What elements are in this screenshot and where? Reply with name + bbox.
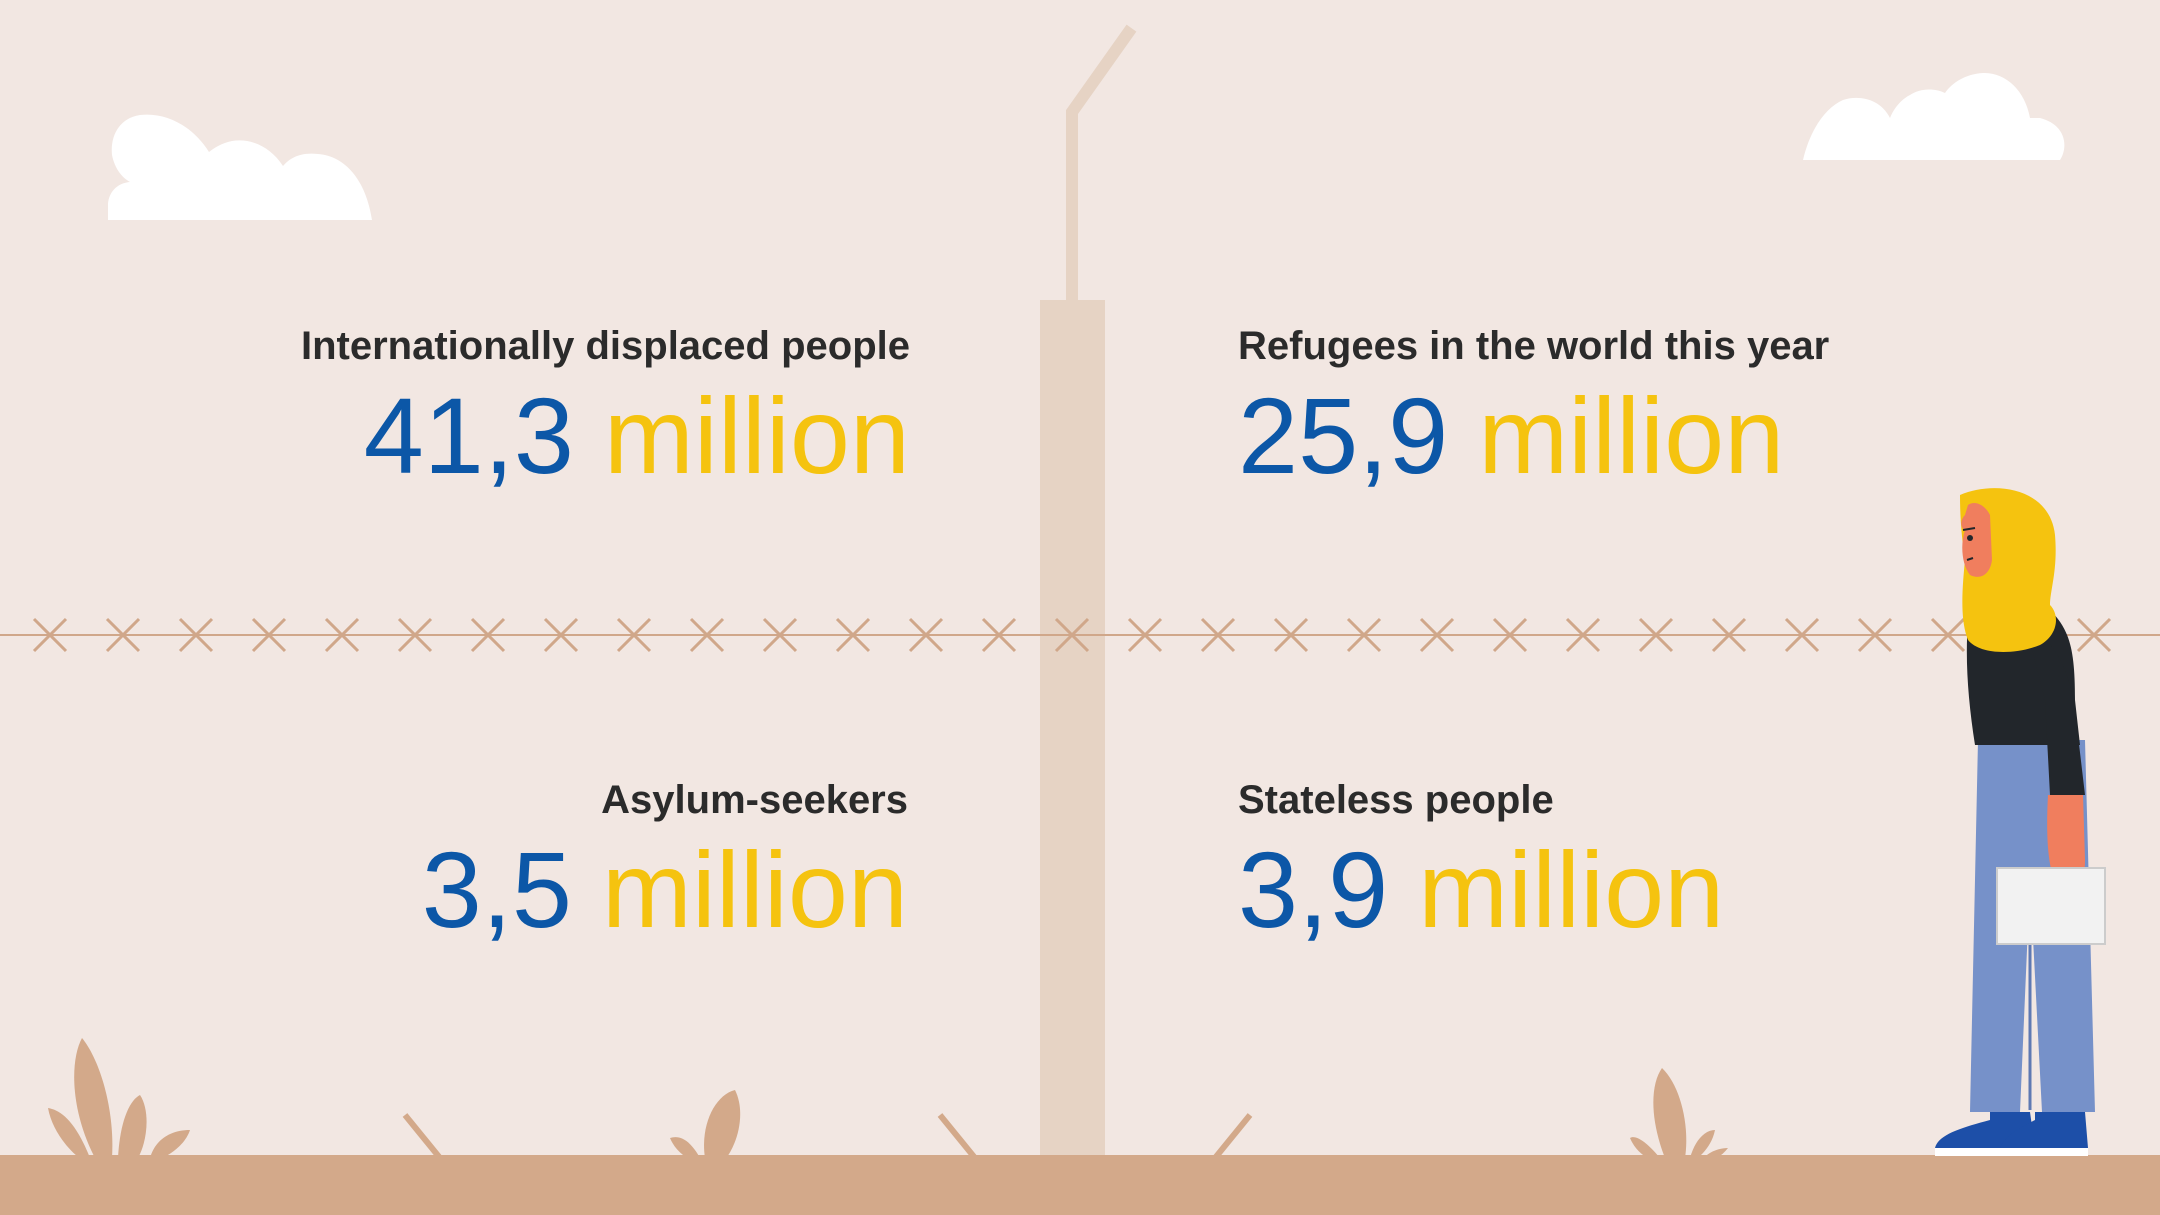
stat-asylum-seekers: Asylum-seekers 3,5 million: [422, 776, 908, 948]
stat-unit: million: [601, 829, 908, 950]
stat-number: 41,3: [363, 375, 574, 496]
cloud-icon: [1803, 72, 2065, 160]
barbed-wire-icon: [0, 617, 2160, 653]
refugee-woman-figure: [1935, 488, 2106, 1156]
wire-barb: [1200, 617, 1236, 653]
wire-barb: [32, 617, 68, 653]
wire-barb: [178, 617, 214, 653]
stat-label: Stateless people: [1238, 778, 1554, 822]
wire-barb: [689, 617, 725, 653]
plant-icon: [670, 1090, 741, 1162]
stat-label: Asylum-seekers: [601, 778, 908, 822]
stat-unit: million: [603, 375, 910, 496]
wire-barb: [105, 617, 141, 653]
wire-barb: [1419, 617, 1455, 653]
plant-icon: [1630, 1068, 1728, 1164]
stat-value: 3,9 million: [1238, 832, 1724, 948]
plant-icon: [48, 1038, 190, 1160]
wire-barb: [1711, 617, 1747, 653]
wire-barb: [762, 617, 798, 653]
stat-value: 41,3 million: [301, 378, 910, 494]
fence-post-icon: [1040, 24, 1137, 1160]
wire-barb: [835, 617, 871, 653]
stat-internationally-displaced: Internationally displaced people 41,3 mi…: [301, 322, 910, 494]
stat-number: 3,9: [1238, 829, 1389, 950]
wire-barb: [470, 617, 506, 653]
wire-barb: [1565, 617, 1601, 653]
wire-barb: [1346, 617, 1382, 653]
stat-value: 25,9 million: [1238, 378, 1829, 494]
wire-barb: [251, 617, 287, 653]
cloud-icon: [108, 114, 372, 220]
wire-barb: [324, 617, 360, 653]
stat-stateless: Stateless people 3,9 million: [1238, 776, 1724, 948]
wire-barb: [2076, 617, 2112, 653]
stat-label: Refugees in the world this year: [1238, 324, 1830, 368]
wire-barb: [1784, 617, 1820, 653]
wire-barb: [908, 617, 944, 653]
wire-barb: [1638, 617, 1674, 653]
wire-barb: [397, 617, 433, 653]
wire-barb: [1930, 617, 1966, 653]
stat-label: Internationally displaced people: [300, 324, 910, 368]
wire-barb: [543, 617, 579, 653]
wire-barb: [1492, 617, 1528, 653]
ground: [0, 1155, 2160, 1215]
stat-refugees: Refugees in the world this year 25,9 mil…: [1238, 322, 1829, 494]
stat-number: 3,5: [421, 829, 572, 950]
wire-barb: [616, 617, 652, 653]
stat-value: 3,5 million: [422, 832, 908, 948]
wire-barb: [1054, 617, 1090, 653]
wire-barb: [981, 617, 1017, 653]
wire-barb: [1273, 617, 1309, 653]
stat-unit: million: [1478, 375, 1785, 496]
stat-unit: million: [1418, 829, 1725, 950]
stat-number: 25,9: [1238, 375, 1449, 496]
wire-barb: [1857, 617, 1893, 653]
wire-barb: [1127, 617, 1163, 653]
ground-sticks: [402, 1113, 1253, 1160]
